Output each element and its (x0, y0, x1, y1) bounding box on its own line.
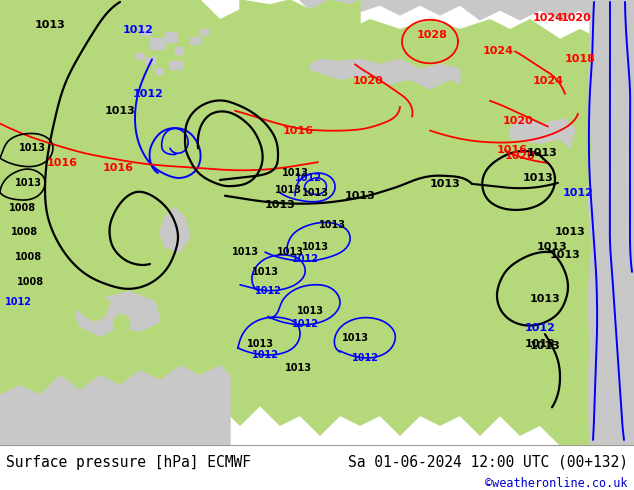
Text: 1013: 1013 (555, 227, 585, 237)
Text: 1012: 1012 (254, 286, 281, 295)
Text: 1016: 1016 (103, 163, 134, 173)
Polygon shape (0, 0, 634, 445)
Text: ©weatheronline.co.uk: ©weatheronline.co.uk (485, 477, 628, 490)
Text: 1013: 1013 (276, 247, 304, 257)
Text: 1013: 1013 (231, 247, 259, 257)
Text: 1012: 1012 (524, 323, 555, 333)
Text: 1013: 1013 (18, 143, 46, 153)
Text: 1020: 1020 (560, 13, 592, 23)
Text: 1012: 1012 (4, 296, 32, 307)
Polygon shape (78, 292, 110, 321)
Text: 1024: 1024 (482, 47, 514, 56)
Polygon shape (300, 0, 590, 20)
Polygon shape (140, 26, 150, 35)
Text: 1013: 1013 (302, 242, 328, 252)
Text: 1013: 1013 (529, 341, 560, 351)
Polygon shape (0, 366, 230, 445)
Text: 1020: 1020 (503, 116, 533, 125)
Polygon shape (175, 48, 183, 54)
Polygon shape (240, 0, 360, 40)
Polygon shape (510, 119, 575, 148)
Polygon shape (150, 38, 165, 49)
Text: 1013: 1013 (35, 20, 65, 30)
Text: 1024: 1024 (533, 76, 564, 86)
Text: 1013: 1013 (297, 306, 323, 317)
Polygon shape (135, 53, 143, 59)
Text: 1012: 1012 (292, 254, 318, 264)
Polygon shape (145, 57, 155, 64)
Text: 1012: 1012 (252, 350, 278, 360)
Text: 1008: 1008 (8, 203, 36, 213)
Text: 1013: 1013 (527, 148, 557, 158)
Polygon shape (155, 68, 162, 74)
Text: Sa 01-06-2024 12:00 UTC (00+132): Sa 01-06-2024 12:00 UTC (00+132) (347, 455, 628, 469)
Text: 1013: 1013 (281, 168, 309, 178)
Text: 1016: 1016 (46, 158, 77, 168)
Polygon shape (113, 315, 130, 331)
Text: 1012: 1012 (295, 173, 321, 183)
Text: 1018: 1018 (564, 54, 595, 64)
Text: 1013: 1013 (318, 220, 346, 230)
Text: 1013: 1013 (529, 294, 560, 304)
Text: 1016: 1016 (496, 145, 527, 155)
Text: 1013: 1013 (536, 242, 567, 252)
Text: 1012: 1012 (351, 353, 378, 363)
Text: 1008: 1008 (11, 227, 39, 237)
Polygon shape (160, 208, 190, 252)
Text: 1013: 1013 (275, 185, 302, 195)
Text: 1012: 1012 (133, 89, 164, 99)
Text: 1012: 1012 (292, 319, 318, 329)
Text: 1013: 1013 (524, 339, 555, 349)
Text: 1012: 1012 (122, 24, 153, 35)
Text: 1013: 1013 (105, 106, 136, 116)
Text: 1013: 1013 (430, 179, 460, 189)
Text: 1008: 1008 (16, 277, 44, 287)
Polygon shape (200, 29, 208, 35)
Text: 1013: 1013 (252, 267, 278, 277)
Text: 1013: 1013 (522, 173, 553, 183)
Text: 1013: 1013 (302, 188, 328, 198)
Text: 1016: 1016 (283, 125, 313, 136)
Text: 1028: 1028 (417, 29, 448, 40)
Text: Surface pressure [hPa] ECMWF: Surface pressure [hPa] ECMWF (6, 455, 251, 469)
Text: 1013: 1013 (15, 178, 41, 188)
Text: 1024: 1024 (533, 13, 564, 23)
Polygon shape (75, 292, 160, 336)
Text: 1013: 1013 (285, 363, 311, 373)
Text: 1013: 1013 (247, 339, 273, 349)
Polygon shape (310, 59, 460, 89)
Text: 1012: 1012 (562, 188, 593, 198)
Polygon shape (588, 0, 634, 445)
Polygon shape (165, 32, 177, 42)
Text: 1013: 1013 (342, 333, 368, 343)
Text: 1013: 1013 (550, 250, 580, 260)
Text: 1013: 1013 (264, 199, 295, 210)
Text: 1020: 1020 (353, 76, 384, 86)
Text: 1008: 1008 (15, 252, 42, 262)
Polygon shape (190, 37, 200, 45)
Text: 1013: 1013 (345, 191, 375, 201)
Polygon shape (170, 61, 182, 69)
Text: 1020: 1020 (505, 151, 535, 161)
